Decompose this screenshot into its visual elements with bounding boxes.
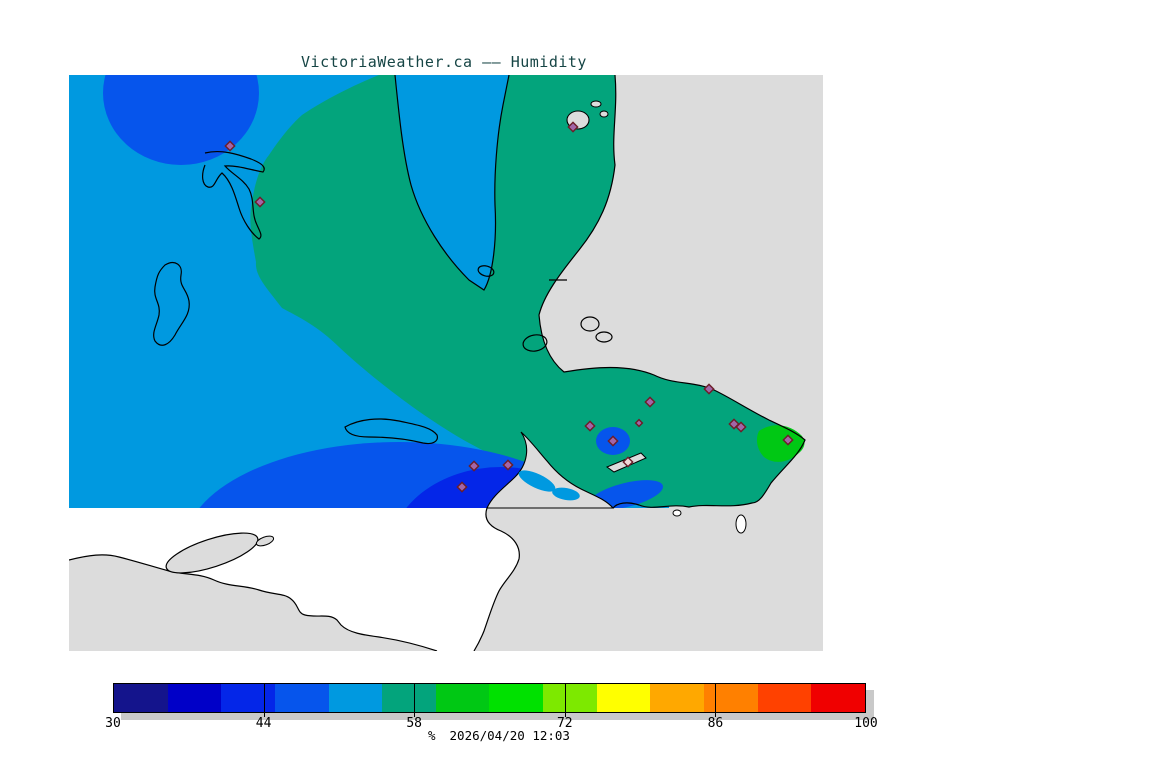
islet: [672, 509, 682, 517]
legend-unit-label: %: [428, 728, 436, 743]
colorbar-segment: [435, 684, 490, 712]
colorbar-tick-label: 30: [105, 716, 121, 731]
humidity-field-royal-coastal-strip: [589, 480, 663, 508]
colorbar-segment: [114, 684, 168, 712]
colorbar-segment: [328, 684, 383, 712]
colorbar-tick-label: 58: [406, 716, 423, 731]
map-canvas: [69, 75, 823, 651]
colorbar-segment: [274, 684, 329, 712]
coastline: [69, 75, 806, 651]
colorbar: [113, 683, 866, 717]
station-marker: [224, 140, 236, 152]
colorbar-segment: [596, 684, 651, 712]
colorbar-tick: [564, 683, 566, 717]
colorbar-tick: [414, 683, 416, 717]
colorbar-tick-label: 100: [854, 716, 878, 731]
peninsula-tip-land: [486, 431, 615, 509]
colorbar-segment: [221, 684, 275, 712]
station-markers: [224, 121, 794, 493]
station-marker: [782, 434, 794, 446]
station-marker: [634, 418, 644, 428]
colorbar-caption: % 2026/04/20 12:03: [428, 728, 570, 743]
page-title: VictoriaWeather.ca –– Humidity: [301, 53, 587, 71]
humidity-field-teal: [250, 75, 805, 508]
humidity-field-green-patch: [756, 425, 805, 462]
colorbar-tick-label: 72: [556, 716, 573, 731]
station-marker: [644, 396, 656, 408]
islet: [599, 110, 609, 118]
station-marker: [703, 383, 715, 395]
colorbar-segment: [650, 684, 705, 712]
colorbar-tick-label: 44: [255, 716, 272, 731]
islet: [590, 100, 602, 108]
colorbar-segment: [704, 684, 758, 712]
station-marker: [622, 456, 634, 468]
colorbar-segment: [167, 684, 222, 712]
station-marker: [735, 421, 747, 433]
station-marker: [254, 196, 266, 208]
colorbar-segment: [811, 684, 865, 712]
harbour-water: [552, 487, 580, 501]
humidity-field-royal-northwest: [103, 75, 259, 165]
lake: [735, 514, 747, 534]
legend-timestamp: 2026/04/20 12:03: [449, 728, 570, 743]
land-region-northeast: [539, 75, 669, 391]
colorbar-segment: [489, 684, 544, 712]
station-marker: [607, 435, 619, 447]
colorbar-tick-labels: 30 44 58 72 86 100: [105, 716, 878, 732]
station-marker: [584, 420, 596, 432]
harbour-water: [518, 470, 556, 492]
station-marker: [567, 121, 579, 133]
ocean-region-outside-domain: [69, 508, 520, 651]
station-marker: [456, 481, 468, 493]
colorbar-segment: [757, 684, 812, 712]
colorbar-tick: [264, 683, 266, 717]
island-in-strait: [165, 532, 259, 574]
colorbar-tick: [714, 683, 716, 717]
colorbar-segment: [543, 684, 597, 712]
colorbar-segment: [382, 684, 436, 712]
station-marker: [468, 460, 480, 472]
weather-map: [69, 75, 823, 651]
islet: [255, 535, 275, 547]
station-marker: [502, 459, 514, 471]
colorbar-tick-label: 86: [707, 716, 724, 731]
